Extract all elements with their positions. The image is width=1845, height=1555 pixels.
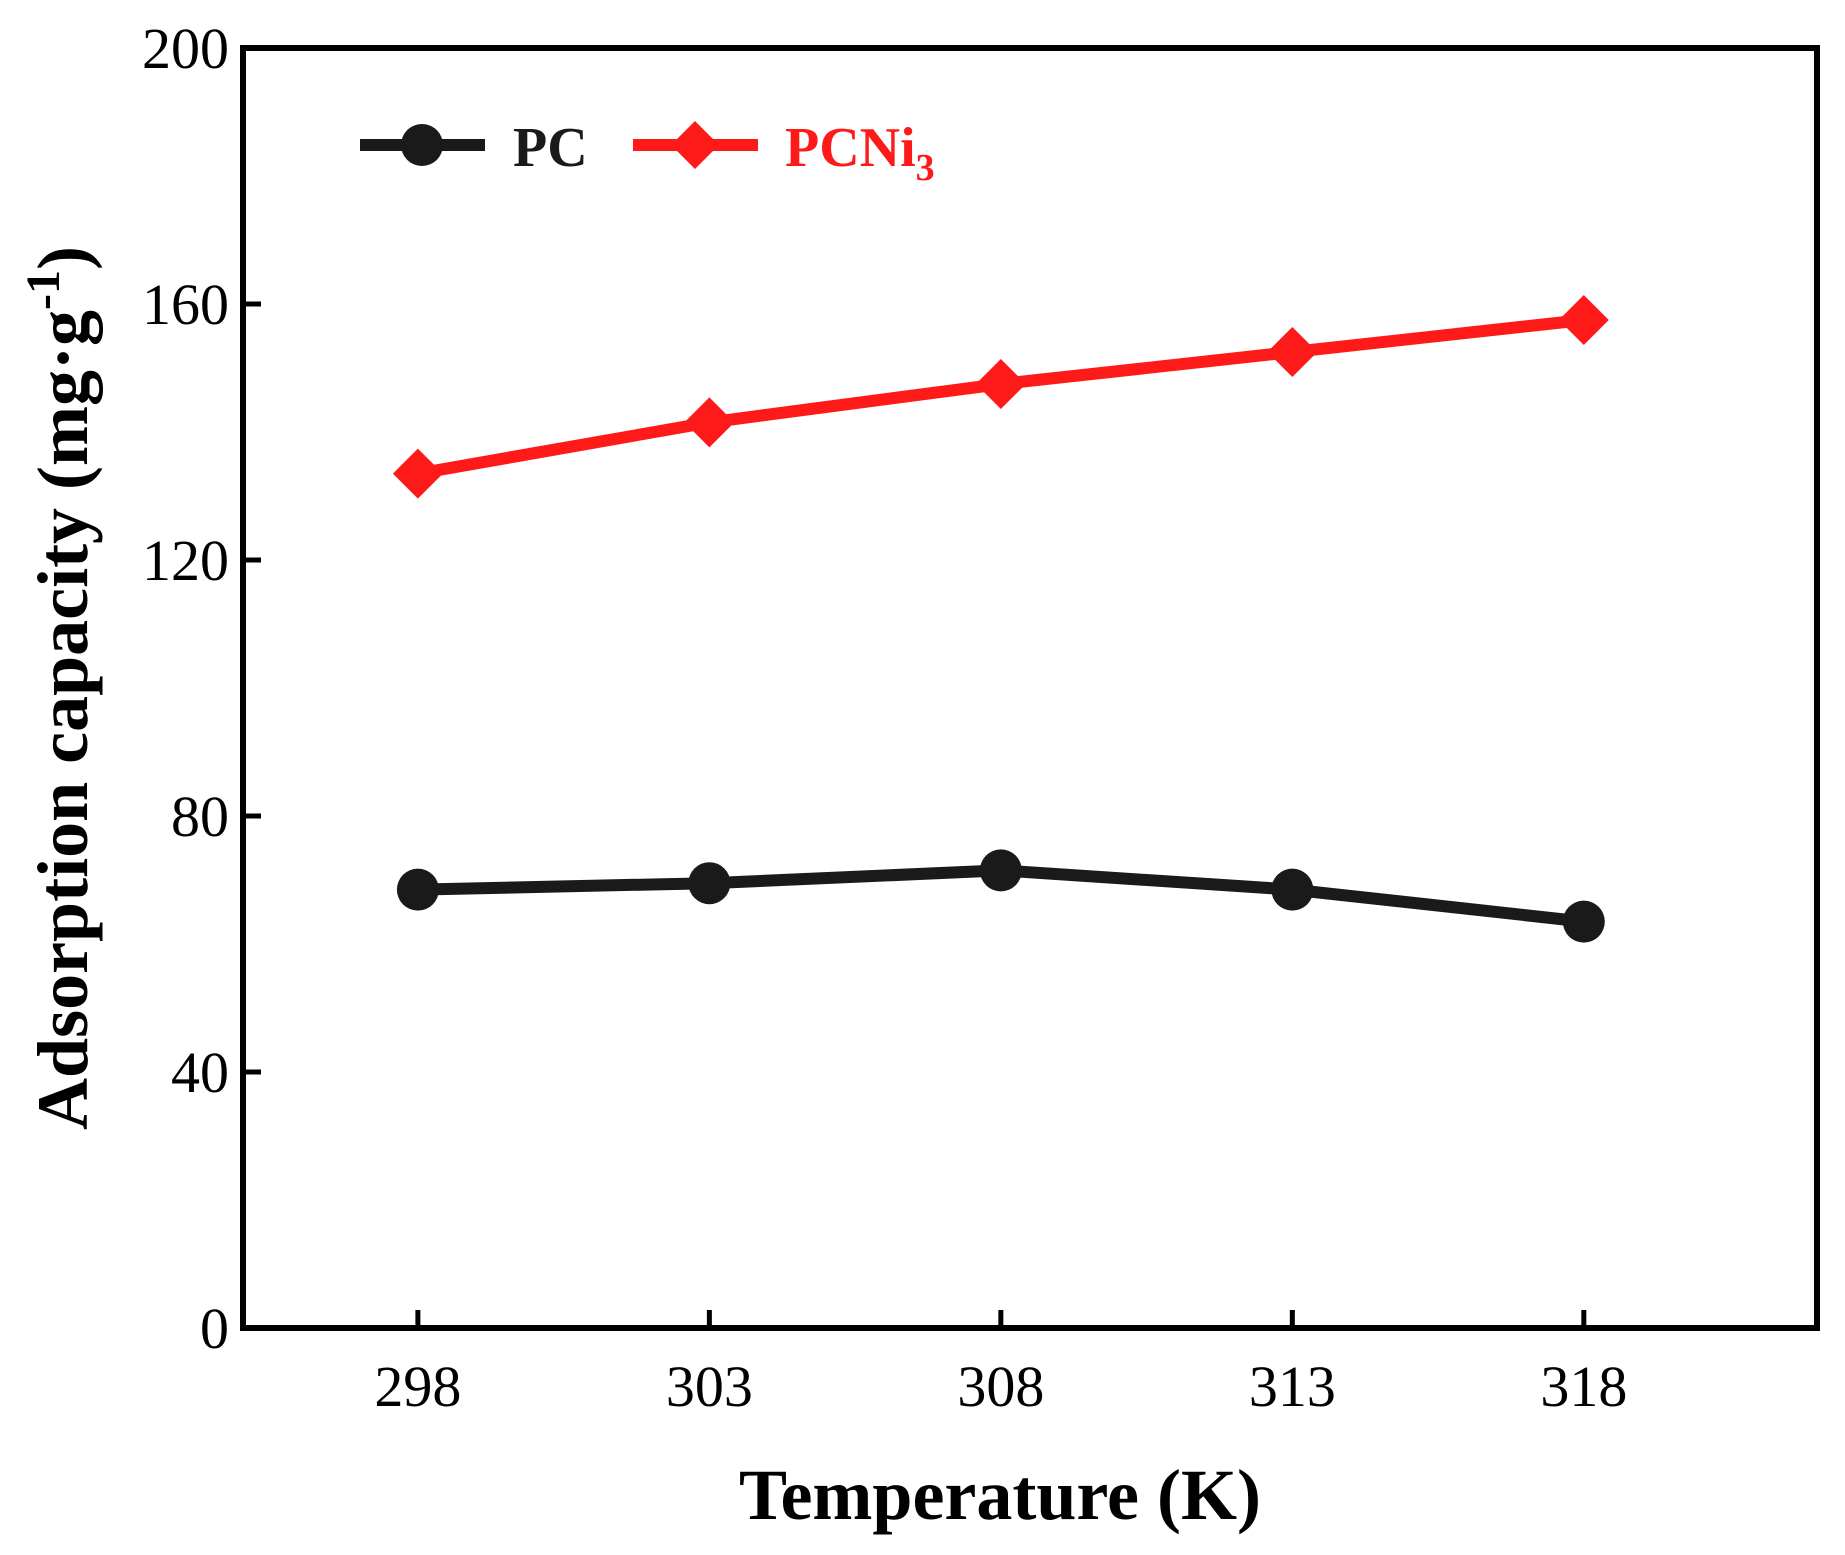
x-tick-label: 303 (666, 1354, 753, 1419)
legend: PC PCNi3 (360, 117, 935, 189)
legend-label-pc: PC (513, 117, 588, 179)
y-tick-label: 120 (142, 528, 229, 593)
data-point-pcni3 (975, 359, 1026, 409)
x-axis-title: Temperature (K) (739, 1455, 1261, 1535)
legend-item-pc: PC (360, 117, 588, 179)
y-axis-title: Adsorption capacity (mg·g-1) (17, 246, 103, 1130)
x-tick-label: 308 (957, 1354, 1044, 1419)
data-point-pc (1562, 900, 1605, 943)
x-axis-ticks: 298 303 308 313 318 (374, 1310, 1627, 1419)
data-point-pc (979, 849, 1022, 892)
data-point-pcni3 (684, 397, 735, 448)
data-point-pc (396, 868, 439, 911)
y-tick-label: 160 (142, 272, 229, 337)
legend-item-pcni3: PCNi3 (633, 117, 935, 189)
y-tick-label: 200 (142, 16, 229, 81)
data-point-pcni3 (1558, 295, 1609, 345)
data-point-pc (688, 862, 731, 905)
legend-marker-pcni3 (671, 121, 719, 169)
y-tick-label: 40 (171, 1040, 229, 1105)
data-point-pcni3 (1267, 327, 1318, 377)
legend-marker-pc (401, 124, 443, 166)
data-point-pcni3 (392, 448, 443, 499)
series-layer (392, 295, 1609, 943)
y-axis-ticks: 0 40 80 120 160 200 (142, 16, 261, 1361)
data-point-pc (1271, 868, 1314, 911)
x-tick-label: 313 (1249, 1354, 1336, 1419)
plot-frame (240, 45, 1820, 1331)
x-tick-label: 318 (1540, 1354, 1627, 1419)
legend-label-pcni3: PCNi3 (785, 117, 935, 189)
y-tick-label: 80 (171, 784, 229, 849)
x-tick-label: 298 (374, 1354, 461, 1419)
y-tick-label: 0 (200, 1296, 229, 1361)
